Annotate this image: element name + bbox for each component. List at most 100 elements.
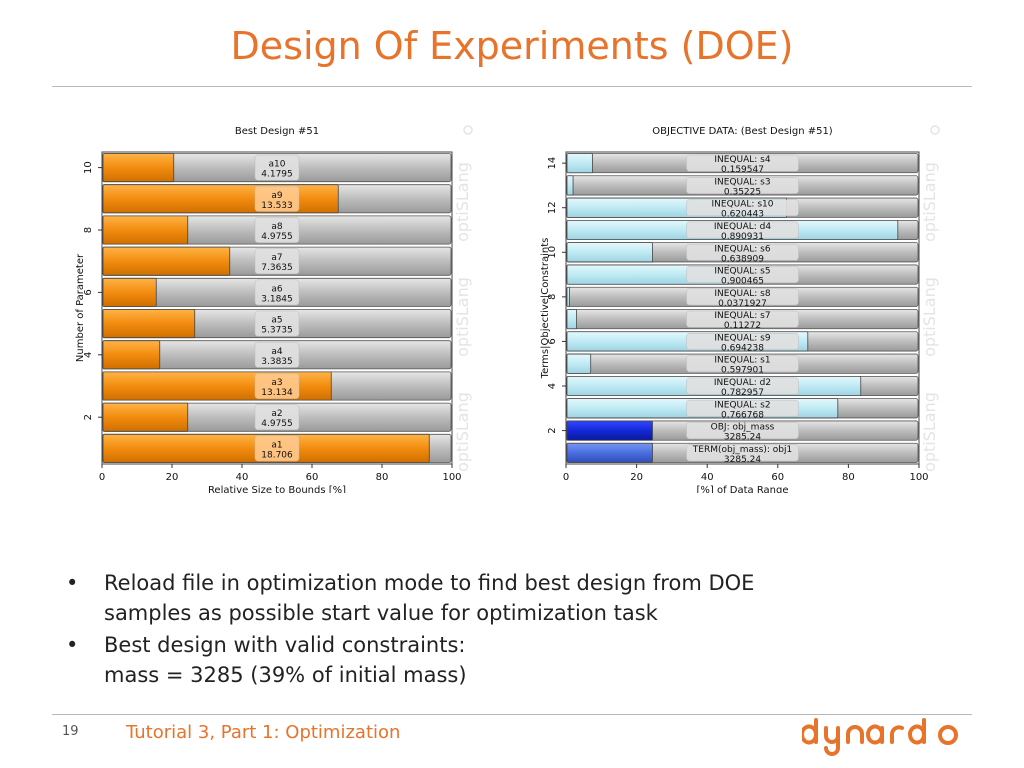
- footer-title: Tutorial 3, Part 1: Optimization: [126, 722, 401, 743]
- bar-fill: [102, 153, 175, 183]
- bar-value-label: 0.35225: [724, 187, 761, 197]
- x-tick-label: 20: [630, 472, 643, 483]
- watermark-mark: [930, 125, 940, 135]
- bar-fill: [102, 246, 231, 276]
- y-tick-label: 6: [83, 289, 94, 295]
- bar-name-label: a8: [271, 222, 283, 232]
- bullet-line: Best design with valid constraints:: [104, 633, 466, 657]
- bar-label-box: [254, 404, 300, 431]
- watermark-text: optiSLang: [920, 277, 939, 357]
- watermark-text: optiSLang: [453, 277, 472, 357]
- bar-value-label: 18.706: [261, 450, 293, 460]
- bar-value-label: 13.533: [261, 201, 293, 211]
- x-tick-label: 40: [701, 472, 714, 483]
- bar-name-label: INEQUAL: s1: [714, 356, 770, 366]
- bar-label-box: [254, 310, 300, 337]
- watermark-mark: [463, 125, 473, 135]
- bar-name-label: a9: [271, 191, 283, 201]
- y-tick-label: 12: [547, 201, 558, 214]
- bar-fill: [566, 153, 593, 174]
- bar-value-label: 3.1845: [261, 294, 293, 304]
- bar-fill: [566, 353, 592, 374]
- bar-fill: [566, 286, 570, 307]
- bar-value-label: 5.3735: [261, 326, 293, 336]
- page-number: 19: [62, 724, 79, 739]
- y-tick-label: 8: [547, 294, 558, 300]
- bar-label-box: [254, 373, 300, 399]
- watermark: optiSLang optiSLang optiSLang: [453, 125, 473, 472]
- bar-name-label: INEQUAL: s7: [714, 311, 770, 321]
- bar-value-label: 0.766768: [721, 410, 764, 420]
- bar-fill: [566, 442, 653, 463]
- bar-label-box: [254, 217, 300, 243]
- bar-name-label: INEQUAL: s2: [714, 400, 770, 410]
- bar-name-label: a5: [271, 316, 282, 326]
- bar-fill: [102, 402, 189, 432]
- bar-name-label: TERM(obj_mass): obj1: [692, 445, 792, 455]
- bar-fill: [566, 420, 653, 441]
- bar-label-box: [254, 341, 300, 368]
- watermark-text: optiSLang: [920, 392, 939, 472]
- dynardo-logo: dynardo: [802, 712, 958, 756]
- bar-label-box: [686, 444, 799, 462]
- bar-value-label: 0.159547: [721, 165, 764, 175]
- bar-value-label: 0.11272: [724, 321, 761, 331]
- bar-value-label: 0.694238: [721, 343, 764, 353]
- bar-value-label: 4.1795: [261, 170, 293, 180]
- bar-label-box: [686, 266, 799, 283]
- bar-name-label: INEQUAL: s8: [714, 289, 770, 299]
- chart-svg: Best Design #51a118.706a24.9755a313.134a…: [75, 125, 473, 493]
- bar-name-label: a2: [271, 409, 282, 419]
- y-tick-label: 6: [547, 338, 558, 344]
- bar-name-label: INEQUAL: s6: [714, 244, 770, 254]
- bar-label-box: [254, 435, 300, 462]
- watermark-text: optiSLang: [453, 392, 472, 472]
- watermark-text: optiSLang: [920, 162, 939, 242]
- bar-fill: [566, 309, 577, 330]
- bar-label-box: [686, 310, 799, 328]
- bullet-line: Reload file in optimization mode to find…: [104, 571, 755, 595]
- bar-label-box: [254, 248, 300, 275]
- bar-label-box: [686, 399, 799, 417]
- bar-fill: [566, 242, 653, 263]
- x-tick-label: 20: [166, 472, 179, 483]
- bar-label-box: [254, 154, 300, 181]
- bar-value-label: 3285.24: [724, 455, 761, 465]
- bar-name-label: INEQUAL: d2: [714, 378, 771, 388]
- x-tick-label: 0: [99, 472, 105, 483]
- bar-fill: [102, 215, 189, 245]
- bar-name-label: a3: [271, 378, 282, 388]
- x-tick-label: 80: [376, 472, 389, 483]
- bar-name-label: INEQUAL: s9: [714, 333, 770, 343]
- bullet-line: mass = 3285 (39% of initial mass): [104, 663, 467, 687]
- bar-value-label: 0.782957: [721, 388, 764, 398]
- objective-data-chart: OBJECTIVE DATA: (Best Design #51) TERM(ob…: [535, 118, 965, 493]
- chart-title: OBJECTIVE DATA: (Best Design #51): [652, 126, 833, 137]
- x-tick-label: 60: [771, 472, 784, 483]
- bar-label-box: [686, 199, 799, 217]
- bar-fill: [102, 277, 157, 307]
- bar-value-label: 0.0371927: [718, 299, 767, 309]
- bar-name-label: INEQUAL: s4: [714, 155, 770, 165]
- x-tick-label: 100: [442, 472, 461, 483]
- footer-divider: [52, 714, 972, 715]
- bar-value-label: 4.9755: [261, 419, 293, 429]
- y-tick-label: 2: [83, 414, 94, 420]
- bar-label-box: [686, 154, 799, 172]
- bar-label-box: [686, 422, 799, 439]
- chart-svg: OBJECTIVE DATA: (Best Design #51) TERM(ob…: [540, 125, 940, 493]
- x-tick-label: 100: [909, 472, 928, 483]
- bar-label-box: [686, 333, 799, 350]
- bar-value-label: 3.3835: [261, 357, 293, 367]
- bar-label-box: [686, 221, 799, 239]
- chart-title: Best Design #51: [235, 126, 319, 137]
- y-tick-label: 14: [547, 157, 558, 170]
- bar-name-label: OBJ: obj_mass: [711, 423, 775, 433]
- bar-value-label: 0.900465: [721, 277, 764, 287]
- bar-name-label: a6: [271, 284, 283, 294]
- logo-text: dynardo: [802, 712, 807, 713]
- x-tick-label: 0: [563, 472, 569, 483]
- title-divider: [52, 86, 972, 87]
- bar-name-label: a4: [271, 347, 283, 357]
- y-axis-label: Number of Parameter: [75, 253, 86, 362]
